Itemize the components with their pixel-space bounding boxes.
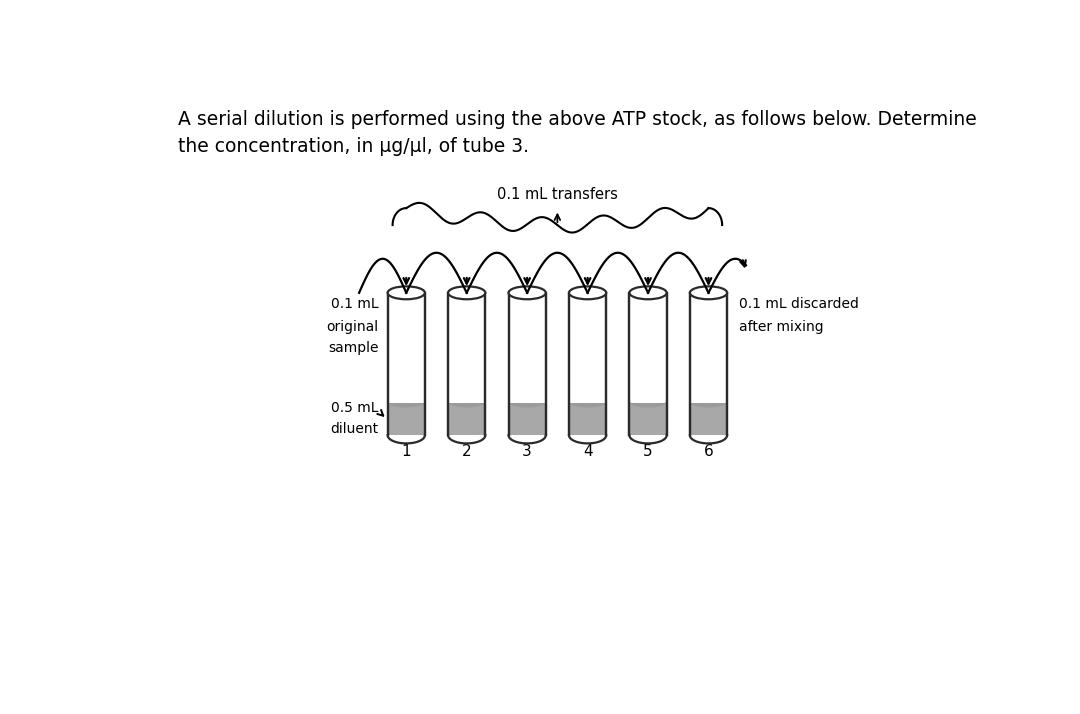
Text: 4: 4 — [583, 445, 593, 460]
Ellipse shape — [509, 286, 545, 299]
Text: 2: 2 — [462, 445, 472, 460]
Ellipse shape — [630, 286, 666, 299]
Ellipse shape — [631, 398, 666, 408]
Ellipse shape — [690, 286, 727, 299]
Bar — [389, 403, 424, 436]
Text: diluent: diluent — [330, 422, 378, 436]
Text: 0.1 mL: 0.1 mL — [330, 296, 378, 311]
Text: sample: sample — [328, 341, 378, 355]
Text: the concentration, in μg/μl, of tube 3.: the concentration, in μg/μl, of tube 3. — [177, 137, 528, 156]
Text: 0.5 mL: 0.5 mL — [330, 401, 378, 415]
Ellipse shape — [569, 286, 606, 299]
Text: 1: 1 — [402, 445, 411, 460]
Bar — [631, 293, 665, 403]
Text: 0.1 mL transfers: 0.1 mL transfers — [497, 187, 618, 202]
Bar — [691, 403, 727, 436]
Text: 0.1 mL discarded: 0.1 mL discarded — [739, 296, 859, 311]
Ellipse shape — [448, 286, 485, 299]
Bar — [570, 403, 606, 436]
Text: 3: 3 — [523, 445, 532, 460]
Ellipse shape — [510, 398, 545, 408]
Bar — [389, 293, 423, 403]
Bar — [691, 293, 726, 403]
Ellipse shape — [449, 398, 485, 408]
Ellipse shape — [691, 398, 727, 408]
Bar — [449, 403, 485, 436]
Bar — [510, 403, 545, 436]
Text: 5: 5 — [644, 445, 653, 460]
Bar — [510, 293, 544, 403]
Ellipse shape — [570, 398, 606, 408]
Text: after mixing: after mixing — [739, 320, 823, 333]
Bar — [631, 403, 666, 436]
Text: original: original — [326, 320, 378, 333]
Text: A serial dilution is performed using the above ATP stock, as follows below. Dete: A serial dilution is performed using the… — [177, 111, 976, 129]
Bar — [449, 293, 484, 403]
Text: 6: 6 — [704, 445, 714, 460]
Ellipse shape — [389, 398, 424, 408]
Ellipse shape — [388, 286, 424, 299]
Bar — [570, 293, 605, 403]
